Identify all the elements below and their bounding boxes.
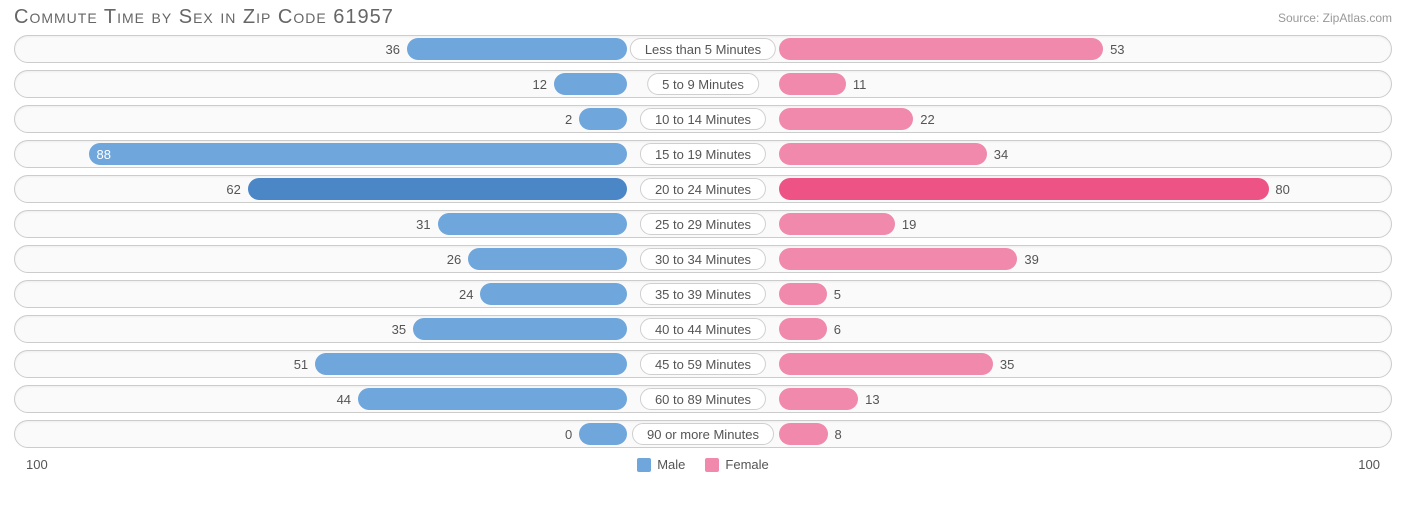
chart-row: 0 8 90 or more Minutes — [14, 420, 1392, 448]
male-bar — [468, 248, 627, 270]
female-value: 39 — [1024, 248, 1038, 270]
header: Commute Time by Sex in Zip Code 61957 So… — [0, 0, 1406, 31]
male-bar — [480, 283, 627, 305]
male-value: 88 — [89, 147, 119, 162]
female-value: 22 — [920, 108, 934, 130]
male-bar — [554, 73, 627, 95]
chart-row: 22210 to 14 Minutes — [14, 105, 1392, 133]
category-pill: 45 to 59 Minutes — [640, 353, 766, 375]
male-bar — [248, 178, 628, 200]
female-value: 6 — [834, 318, 841, 340]
female-value: 19 — [902, 213, 916, 235]
axis-max-right: 100 — [1358, 457, 1380, 472]
female-bar — [779, 423, 828, 445]
chart-row: 62 80 20 to 24 Minutes — [14, 175, 1392, 203]
male-value: 62 — [226, 178, 240, 200]
female-value: 13 — [865, 388, 879, 410]
chart-row: 24 5 35 to 39 Minutes — [14, 280, 1392, 308]
chart-source: Source: ZipAtlas.com — [1278, 11, 1392, 25]
category-pill: 25 to 29 Minutes — [640, 213, 766, 235]
male-bar — [579, 108, 627, 130]
female-bar — [779, 73, 846, 95]
category-pill: 60 to 89 Minutes — [640, 388, 766, 410]
male-value: 2 — [565, 108, 572, 130]
chart-row: 26 39 30 to 34 Minutes — [14, 245, 1392, 273]
legend-swatch-female — [705, 458, 719, 472]
category-pill: 5 to 9 Minutes — [647, 73, 759, 95]
female-bar — [779, 213, 895, 235]
chart-row: 31 19 25 to 29 Minutes — [14, 210, 1392, 238]
male-bar: 88 — [89, 143, 628, 165]
male-bar — [315, 353, 627, 375]
male-value: 12 — [533, 73, 547, 95]
category-pill: 10 to 14 Minutes — [640, 108, 766, 130]
category-pill: Less than 5 Minutes — [630, 38, 776, 60]
female-bar — [779, 318, 827, 340]
female-bar — [779, 248, 1018, 270]
legend-label-female: Female — [725, 457, 768, 472]
chart-row: 35 6 40 to 44 Minutes — [14, 315, 1392, 343]
chart-footer: 100 Male Female 100 — [0, 455, 1406, 479]
axis-max-left: 100 — [26, 457, 48, 472]
male-value: 36 — [386, 38, 400, 60]
male-bar — [413, 318, 627, 340]
legend-swatch-male — [637, 458, 651, 472]
male-value: 44 — [337, 388, 351, 410]
female-value: 35 — [1000, 353, 1014, 375]
chart-row: 36 53 Less than 5 Minutes — [14, 35, 1392, 63]
male-value: 35 — [392, 318, 406, 340]
female-bar — [779, 108, 914, 130]
female-bar — [779, 178, 1269, 200]
female-bar — [779, 283, 827, 305]
chart-row: 88 34 15 to 19 Minutes — [14, 140, 1392, 168]
category-pill: 30 to 34 Minutes — [640, 248, 766, 270]
female-bar — [779, 388, 859, 410]
male-bar — [579, 423, 627, 445]
male-value: 24 — [459, 283, 473, 305]
male-bar — [407, 38, 627, 60]
female-value: 5 — [834, 283, 841, 305]
chart-title: Commute Time by Sex in Zip Code 61957 — [14, 6, 394, 29]
female-bar — [779, 38, 1104, 60]
legend-label-male: Male — [657, 457, 685, 472]
female-value: 11 — [853, 73, 867, 95]
category-pill: 40 to 44 Minutes — [640, 318, 766, 340]
diverging-bar-chart: 36 53 Less than 5 Minutes 12 11 5 to 9 Minute… — [0, 31, 1406, 448]
female-bar — [779, 353, 993, 375]
category-pill: 90 or more Minutes — [632, 423, 774, 445]
female-value: 34 — [994, 143, 1008, 165]
male-value: 51 — [294, 353, 308, 375]
legend: Male Female — [14, 457, 1392, 472]
category-pill: 15 to 19 Minutes — [640, 143, 766, 165]
male-value: 0 — [565, 423, 572, 445]
female-value: 53 — [1110, 38, 1124, 60]
male-bar — [438, 213, 628, 235]
female-value: 8 — [835, 423, 842, 445]
male-value: 26 — [447, 248, 461, 270]
chart-row: 51 35 45 to 59 Minutes — [14, 350, 1392, 378]
female-bar — [779, 143, 987, 165]
female-value: 80 — [1275, 178, 1289, 200]
chart-row: 44 13 60 to 89 Minutes — [14, 385, 1392, 413]
male-value: 31 — [416, 213, 430, 235]
category-pill: 20 to 24 Minutes — [640, 178, 766, 200]
male-bar — [358, 388, 627, 410]
category-pill: 35 to 39 Minutes — [640, 283, 766, 305]
chart-row: 12 11 5 to 9 Minutes — [14, 70, 1392, 98]
